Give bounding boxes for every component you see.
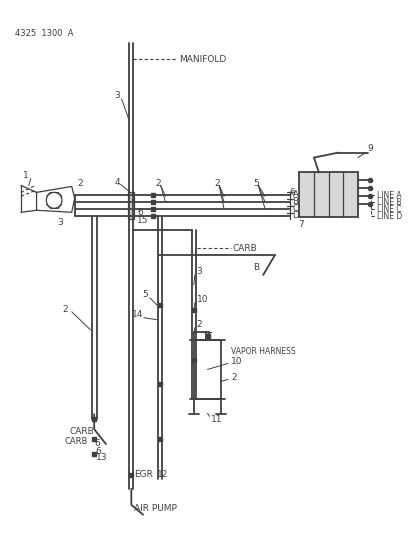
Text: 13: 13 xyxy=(96,453,108,462)
Text: CARB: CARB xyxy=(65,437,88,446)
Text: 9: 9 xyxy=(368,144,373,153)
Text: MANIFOLD: MANIFOLD xyxy=(179,54,226,63)
Text: 5: 5 xyxy=(142,290,148,300)
Text: 4: 4 xyxy=(115,178,120,187)
Text: C: C xyxy=(293,204,298,213)
Bar xyxy=(129,192,134,219)
Text: 7: 7 xyxy=(298,220,304,229)
Text: LINE A: LINE A xyxy=(377,191,401,200)
Text: 2: 2 xyxy=(214,179,220,188)
Text: 2: 2 xyxy=(231,373,237,382)
Text: 2: 2 xyxy=(62,305,68,314)
Text: 10: 10 xyxy=(197,295,208,304)
Text: B: B xyxy=(293,197,298,206)
Text: 4325  1300  A: 4325 1300 A xyxy=(15,29,73,38)
Text: CARB: CARB xyxy=(233,244,258,253)
Text: 12: 12 xyxy=(157,471,168,479)
Text: CARB: CARB xyxy=(70,426,95,435)
Text: B: B xyxy=(253,263,259,272)
Text: A: A xyxy=(293,190,298,199)
Text: 6: 6 xyxy=(290,188,295,197)
Text: 11: 11 xyxy=(211,415,223,424)
Text: LINE C: LINE C xyxy=(377,205,401,214)
Text: 6: 6 xyxy=(95,447,101,456)
Text: 14: 14 xyxy=(132,310,144,319)
Text: AIR PUMP: AIR PUMP xyxy=(134,504,177,513)
Text: EGR: EGR xyxy=(134,471,153,479)
Text: 2: 2 xyxy=(197,320,202,329)
Text: 15: 15 xyxy=(137,216,149,225)
Text: D: D xyxy=(293,211,299,220)
Bar xyxy=(194,340,221,399)
Text: LINE B: LINE B xyxy=(377,198,401,207)
Text: 2: 2 xyxy=(156,179,161,188)
Text: 5: 5 xyxy=(253,179,259,188)
Text: 1: 1 xyxy=(23,171,29,180)
Text: 3: 3 xyxy=(197,268,202,277)
Text: 3: 3 xyxy=(115,91,120,100)
Text: VAPOR HARNESS: VAPOR HARNESS xyxy=(231,347,295,356)
Bar xyxy=(299,173,358,217)
Text: 6: 6 xyxy=(94,439,100,448)
Text: 2: 2 xyxy=(78,179,83,188)
Text: LINE D: LINE D xyxy=(377,212,402,221)
Text: 3: 3 xyxy=(57,218,63,227)
Text: 6: 6 xyxy=(137,208,143,217)
Text: 10: 10 xyxy=(231,357,242,366)
